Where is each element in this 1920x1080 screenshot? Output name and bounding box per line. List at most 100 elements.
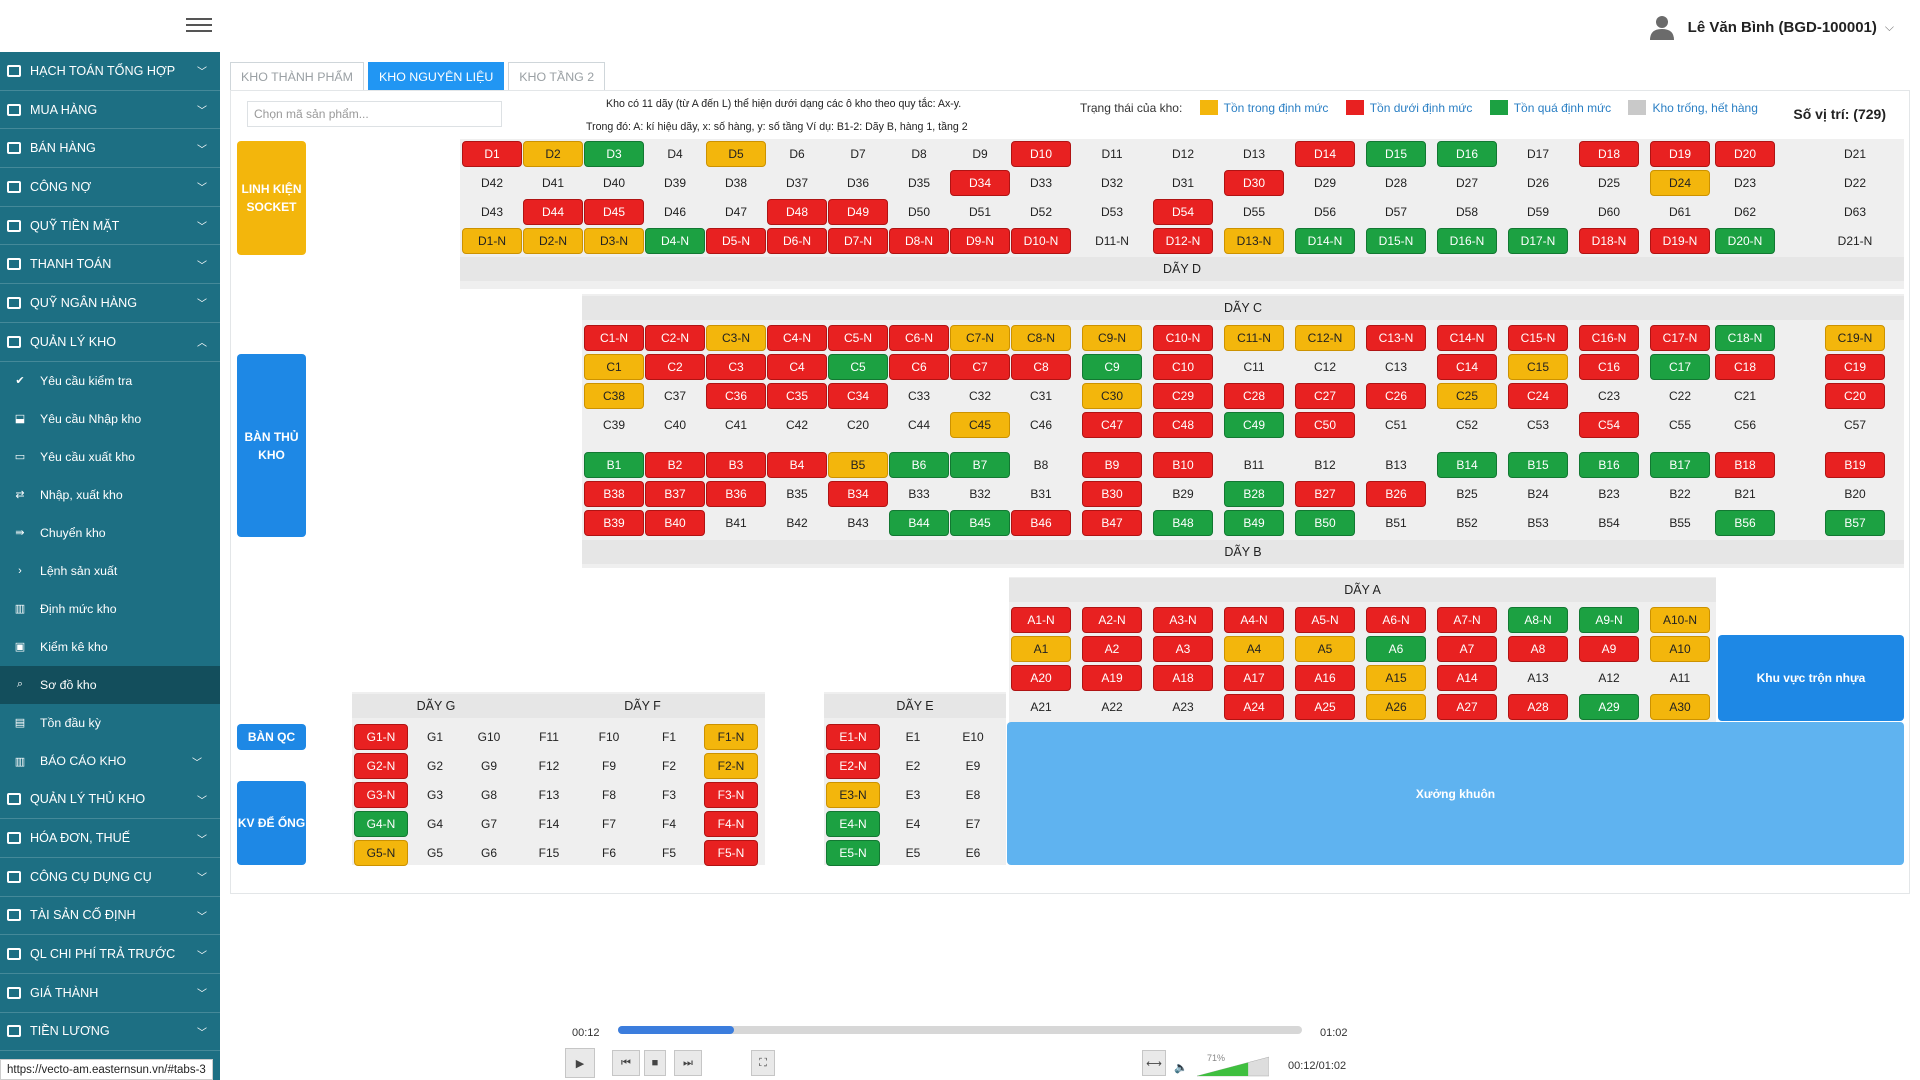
storage-cell-a4-n[interactable]: A4-N	[1224, 607, 1284, 633]
storage-cell-f15[interactable]: F15	[538, 846, 560, 860]
storage-cell-b16[interactable]: B16	[1579, 452, 1639, 478]
player-progress-bar[interactable]	[618, 1026, 1302, 1034]
storage-cell-c55[interactable]: C55	[1668, 418, 1691, 432]
storage-cell-d61[interactable]: D61	[1668, 205, 1691, 219]
storage-cell-d51[interactable]: D51	[968, 205, 991, 219]
storage-cell-a3-n[interactable]: A3-N	[1153, 607, 1213, 633]
storage-cell-b44[interactable]: B44	[889, 510, 949, 536]
storage-cell-a1-n[interactable]: A1-N	[1011, 607, 1071, 633]
storage-cell-g1[interactable]: G1	[426, 730, 443, 744]
storage-cell-d45[interactable]: D45	[584, 199, 644, 225]
storage-cell-c18-n[interactable]: C18-N	[1715, 325, 1775, 351]
storage-cell-e6[interactable]: E6	[965, 846, 981, 860]
storage-cell-c17[interactable]: C17	[1650, 354, 1710, 380]
storage-cell-c26[interactable]: C26	[1366, 383, 1426, 409]
storage-cell-f2[interactable]: F2	[661, 759, 676, 773]
storage-cell-d10-n[interactable]: D10-N	[1011, 228, 1071, 254]
storage-cell-b27[interactable]: B27	[1295, 481, 1355, 507]
storage-cell-a29[interactable]: A29	[1579, 694, 1639, 720]
sidebar-item-bottom_items-1[interactable]: HÓA ĐƠN, THUẾ ﹀	[0, 819, 220, 858]
storage-cell-f7[interactable]: F7	[601, 817, 616, 831]
storage-cell-c22[interactable]: C22	[1668, 389, 1691, 403]
storage-cell-c32[interactable]: C32	[968, 389, 991, 403]
storage-cell-a9[interactable]: A9	[1579, 636, 1639, 662]
storage-cell-f1-n[interactable]: F1-N	[704, 724, 758, 750]
storage-cell-c52[interactable]: C52	[1455, 418, 1478, 432]
storage-cell-a15[interactable]: A15	[1366, 665, 1426, 691]
storage-cell-e1[interactable]: E1	[905, 730, 921, 744]
storage-cell-e8[interactable]: E8	[965, 788, 981, 802]
storage-cell-b49[interactable]: B49	[1224, 510, 1284, 536]
storage-cell-b6[interactable]: B6	[889, 452, 949, 478]
sidebar-item-bottom_items-4[interactable]: QL CHI PHÍ TRẢ TRƯỚC ﹀	[0, 935, 220, 974]
storage-cell-c19-n[interactable]: C19-N	[1825, 325, 1885, 351]
storage-cell-d52[interactable]: D52	[1029, 205, 1052, 219]
storage-cell-d17-n[interactable]: D17-N	[1508, 228, 1568, 254]
area-ban-qc[interactable]: BÀN QC	[237, 724, 306, 750]
skip-forward-icon[interactable]: ⏭	[674, 1050, 702, 1076]
storage-cell-e1-n[interactable]: E1-N	[826, 724, 880, 750]
storage-cell-b15[interactable]: B15	[1508, 452, 1568, 478]
storage-cell-d49[interactable]: D49	[828, 199, 888, 225]
storage-cell-b17[interactable]: B17	[1650, 452, 1710, 478]
storage-cell-b33[interactable]: B33	[908, 487, 930, 501]
storage-cell-b13[interactable]: B13	[1385, 458, 1407, 472]
storage-cell-b4[interactable]: B4	[767, 452, 827, 478]
storage-cell-b3[interactable]: B3	[706, 452, 766, 478]
storage-cell-a30[interactable]: A30	[1650, 694, 1710, 720]
storage-cell-b40[interactable]: B40	[645, 510, 705, 536]
storage-cell-b50[interactable]: B50	[1295, 510, 1355, 536]
storage-cell-b55[interactable]: B55	[1669, 516, 1691, 530]
storage-cell-e9[interactable]: E9	[965, 759, 981, 773]
sidebar-item-top_items-0[interactable]: HẠCH TOÁN TỔNG HỢP ﹀	[0, 52, 220, 91]
storage-cell-c42[interactable]: C42	[785, 418, 808, 432]
storage-cell-g10[interactable]: G10	[477, 730, 501, 744]
storage-cell-f3-n[interactable]: F3-N	[704, 782, 758, 808]
storage-cell-b20[interactable]: B20	[1844, 487, 1866, 501]
storage-cell-d16-n[interactable]: D16-N	[1437, 228, 1497, 254]
storage-cell-d13-n[interactable]: D13-N	[1224, 228, 1284, 254]
storage-cell-d15-n[interactable]: D15-N	[1366, 228, 1426, 254]
storage-cell-d41[interactable]: D41	[541, 176, 564, 190]
storage-cell-d32[interactable]: D32	[1100, 176, 1123, 190]
storage-cell-c2[interactable]: C2	[645, 354, 705, 380]
storage-cell-f5-n[interactable]: F5-N	[704, 840, 758, 866]
storage-cell-b57[interactable]: B57	[1825, 510, 1885, 536]
storage-cell-b9[interactable]: B9	[1082, 452, 1142, 478]
storage-cell-c10[interactable]: C10	[1153, 354, 1213, 380]
storage-cell-a7[interactable]: A7	[1437, 636, 1497, 662]
storage-cell-f10[interactable]: F10	[598, 730, 620, 744]
storage-cell-a3[interactable]: A3	[1153, 636, 1213, 662]
storage-cell-d47[interactable]: D47	[724, 205, 747, 219]
storage-cell-a8[interactable]: A8	[1508, 636, 1568, 662]
storage-cell-a6[interactable]: A6	[1366, 636, 1426, 662]
storage-cell-f2-n[interactable]: F2-N	[704, 753, 758, 779]
storage-cell-f4-n[interactable]: F4-N	[704, 811, 758, 837]
storage-cell-b36[interactable]: B36	[706, 481, 766, 507]
storage-cell-c14-n[interactable]: C14-N	[1437, 325, 1497, 351]
storage-cell-d3[interactable]: D3	[584, 141, 644, 167]
storage-cell-b38[interactable]: B38	[584, 481, 644, 507]
storage-cell-f11[interactable]: F11	[539, 730, 559, 744]
storage-cell-a16[interactable]: A16	[1295, 665, 1355, 691]
storage-cell-f6[interactable]: F6	[601, 846, 616, 860]
storage-cell-b35[interactable]: B35	[786, 487, 808, 501]
storage-cell-c12[interactable]: C12	[1313, 360, 1336, 374]
storage-cell-d13[interactable]: D13	[1242, 147, 1265, 161]
storage-cell-a5[interactable]: A5	[1295, 636, 1355, 662]
storage-cell-a10[interactable]: A10	[1650, 636, 1710, 662]
storage-cell-c28[interactable]: C28	[1224, 383, 1284, 409]
storage-cell-d33[interactable]: D33	[1029, 176, 1052, 190]
storage-cell-d3-n[interactable]: D3-N	[584, 228, 644, 254]
storage-cell-a13[interactable]: A13	[1527, 671, 1549, 685]
storage-cell-c19[interactable]: C19	[1825, 354, 1885, 380]
storage-cell-a27[interactable]: A27	[1437, 694, 1497, 720]
storage-cell-d50[interactable]: D50	[907, 205, 930, 219]
storage-cell-c2-n[interactable]: C2-N	[645, 325, 705, 351]
storage-cell-d53[interactable]: D53	[1100, 205, 1123, 219]
storage-cell-c11[interactable]: C11	[1243, 360, 1265, 374]
sidebar-item-top_items-4[interactable]: QUỸ TIỀN MẶT ﹀	[0, 207, 220, 246]
storage-cell-c5[interactable]: C5	[828, 354, 888, 380]
storage-cell-c8[interactable]: C8	[1011, 354, 1071, 380]
storage-cell-c44[interactable]: C44	[907, 418, 930, 432]
